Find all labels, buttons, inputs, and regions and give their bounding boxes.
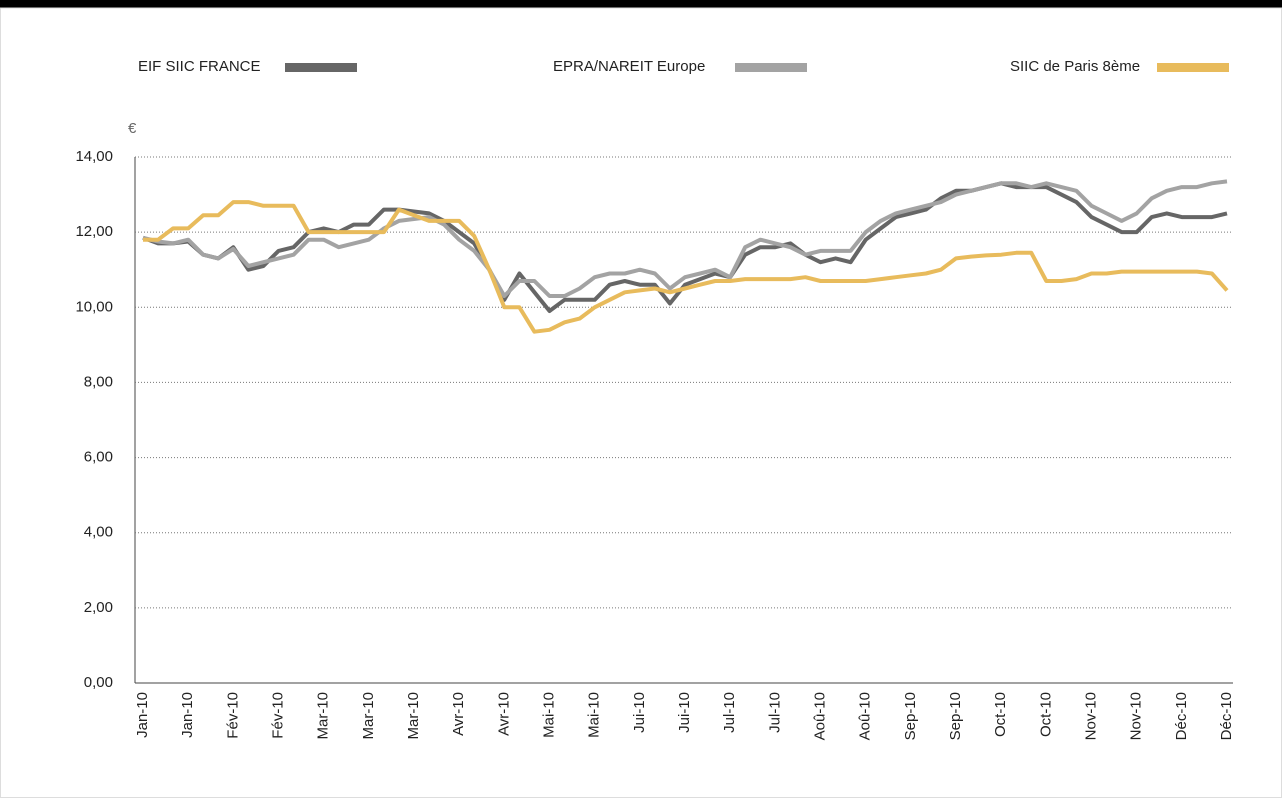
legend-label: EPRA/NAREIT Europe — [553, 58, 705, 75]
y-tick-label: 6,00 — [84, 449, 113, 466]
x-tick-label: Avr-10 — [450, 692, 467, 736]
legend-label: EIF SIIC FRANCE — [138, 58, 261, 75]
x-tick-label: Fév-10 — [224, 692, 241, 739]
x-tick-label: Sep-10 — [947, 692, 964, 740]
x-tick-label: Oct-10 — [1037, 692, 1054, 737]
x-tick-label: Aoû-10 — [811, 692, 828, 740]
frame — [0, 7, 1282, 798]
series-line — [142, 181, 1228, 313]
y-tick-label: 12,00 — [75, 223, 113, 240]
y-tick-label: 8,00 — [84, 373, 113, 390]
x-tick-label: Fév-10 — [269, 692, 286, 739]
series-line — [143, 200, 1229, 334]
x-tick-label: Mar-10 — [405, 692, 422, 740]
x-tick-label: Jul-10 — [721, 692, 738, 733]
x-tick-label: Jan-10 — [179, 692, 196, 738]
x-tick-label: Jan-10 — [134, 692, 151, 738]
x-tick-label: Aoû-10 — [857, 692, 874, 740]
x-tick-label: Mar-10 — [315, 692, 332, 740]
x-tick-label: Nov-10 — [1128, 692, 1145, 740]
x-tick-label: Avr-10 — [495, 692, 512, 736]
x-tick-label: Déc-10 — [1218, 692, 1235, 740]
y-tick-label: 0,00 — [84, 674, 113, 691]
x-tick-label: Mai-10 — [540, 692, 557, 738]
top-bar — [0, 0, 1282, 8]
x-tick-label: Oct-10 — [992, 692, 1009, 737]
legend-swatch — [1157, 63, 1229, 72]
x-tick-label: Jul-10 — [766, 692, 783, 733]
legend-swatch — [735, 63, 807, 72]
x-tick-label: Jui-10 — [676, 692, 693, 733]
x-tick-label: Mai-10 — [586, 692, 603, 738]
y-tick-label: 4,00 — [84, 524, 113, 541]
x-tick-label: Déc-10 — [1173, 692, 1190, 740]
x-tick-label: Sep-10 — [902, 692, 919, 740]
legend-label: SIIC de Paris 8ème — [1010, 58, 1140, 75]
series-line — [142, 179, 1228, 298]
y-unit: € — [128, 120, 137, 137]
y-tick-label: 14,00 — [75, 148, 113, 165]
x-tick-label: Nov-10 — [1082, 692, 1099, 740]
y-tick-label: 10,00 — [75, 298, 113, 315]
y-tick-label: 2,00 — [84, 599, 113, 616]
x-tick-label: Mar-10 — [360, 692, 377, 740]
legend-swatch — [285, 63, 357, 72]
x-tick-label: Jui-10 — [631, 692, 648, 733]
